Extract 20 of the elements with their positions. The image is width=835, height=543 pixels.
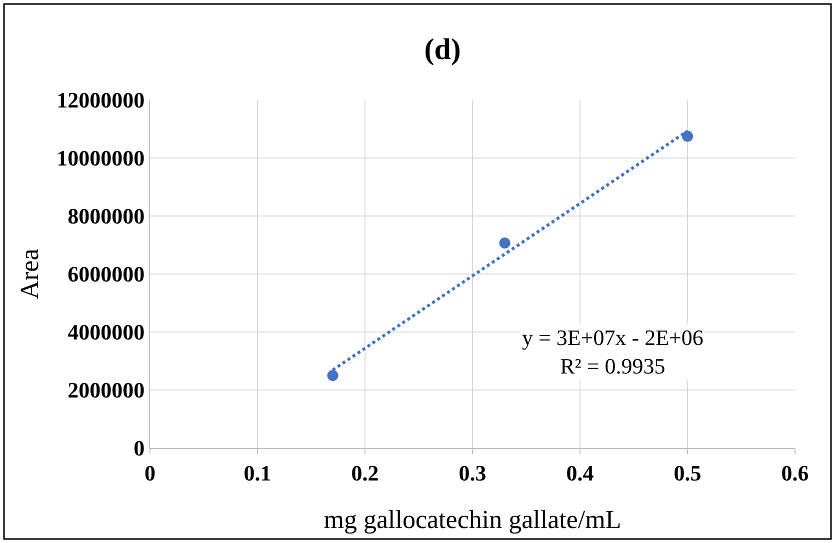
annotation: y = 3E+07x - 2E+06 R² = 0.9935: [522, 325, 704, 379]
x-axis-title: mg gallocatechin gallate/mL: [324, 505, 622, 534]
y-tick-label: 10000000: [56, 146, 145, 171]
point: [499, 237, 510, 248]
y-tick-label: 2000000: [68, 378, 145, 403]
y-tick-label: 4000000: [68, 320, 145, 345]
y-tick-label: 8000000: [68, 204, 145, 229]
y-axis-title: Area: [15, 248, 44, 300]
x-tick-label: 0.3: [458, 460, 486, 486]
y-tick-label: 12000000: [56, 88, 145, 113]
x-tick-label: 0.6: [781, 460, 809, 486]
x-tick-label: 0.5: [674, 460, 702, 486]
x-tick-label: 0.1: [244, 460, 272, 486]
x-tick-label: 0.2: [351, 460, 379, 486]
point: [327, 370, 338, 381]
point: [682, 130, 693, 142]
x-tick-label: 0.4: [566, 460, 594, 486]
y-tick-label: 0: [134, 436, 145, 461]
chart-title: (d): [424, 33, 461, 66]
y-tick-label: 6000000: [68, 262, 145, 287]
